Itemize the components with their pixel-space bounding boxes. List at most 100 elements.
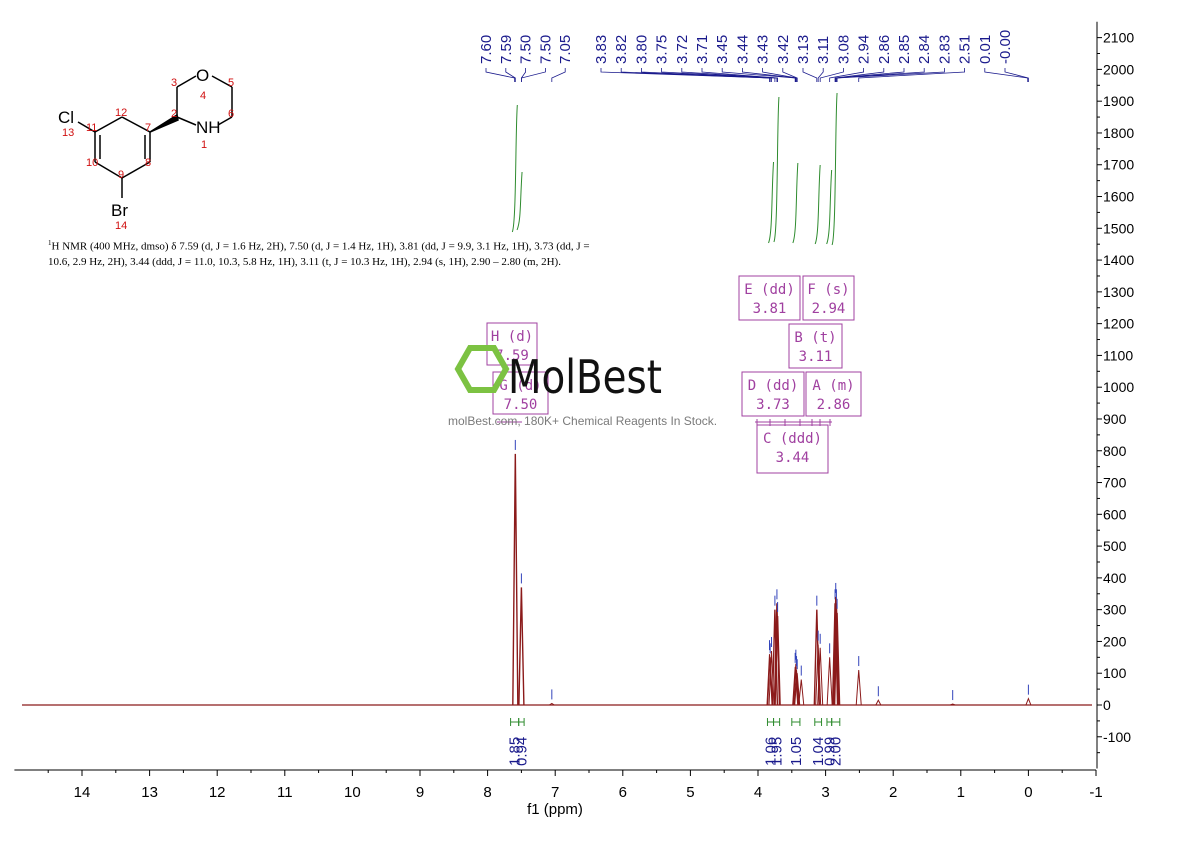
integral-curve <box>792 162 799 244</box>
y-tick-label: 500 <box>1103 538 1127 554</box>
peak-label-leader <box>521 68 546 82</box>
atom-number: 4 <box>200 90 206 102</box>
y-tick-label: 300 <box>1103 602 1127 618</box>
multiplet-box <box>738 275 801 321</box>
atom-number: 9 <box>118 169 124 181</box>
spectrum <box>22 439 1092 706</box>
atom-number: 6 <box>228 108 234 120</box>
peak-label: 3.08 <box>835 35 852 64</box>
integral-value: 1.06 <box>763 737 780 766</box>
wedge-bond <box>149 113 179 133</box>
integral-value: 0.99 <box>821 737 838 766</box>
atom-number: 5 <box>228 77 234 89</box>
peak <box>766 654 773 706</box>
peak <box>817 647 824 706</box>
peak <box>1025 697 1032 706</box>
peak-label-leader <box>782 68 798 82</box>
y-tick-label: 900 <box>1103 411 1127 427</box>
peak-label-leader <box>802 68 818 82</box>
peak-label-leader <box>551 68 566 82</box>
description-text: H NMR (400 MHz, dmso) δ 7.59 (d, J = 1.6… <box>48 240 590 268</box>
multiplet-shift: 3.81 <box>753 301 787 317</box>
peak-label: 3.80 <box>633 35 650 64</box>
multiplet-label: B (t) <box>794 330 836 346</box>
x-tick-label: 12 <box>209 784 226 801</box>
multiplet-shift: 3.11 <box>799 349 833 365</box>
atom-O: O <box>196 66 209 85</box>
peak-labels: 7.60 7.59 7.50 7.50 7.05 3.83 3.82 3.80 3.75 3.72… <box>478 30 1029 82</box>
peak-label-leader <box>661 68 776 82</box>
peak-label: 7.59 <box>498 35 515 64</box>
peak-label: 2.83 <box>936 35 953 64</box>
peak-label: 2.51 <box>957 35 974 64</box>
peak-label-leader <box>762 68 797 82</box>
integral-curve <box>768 161 775 244</box>
peak <box>792 663 799 706</box>
peak-label: 3.45 <box>714 35 731 64</box>
y-tick-label: 1600 <box>1103 189 1134 205</box>
y-tick-label: 1100 <box>1103 347 1133 363</box>
x-tick-label: 9 <box>416 784 424 801</box>
peak-label-leader <box>836 68 945 82</box>
peak <box>518 587 525 706</box>
multiplet-shift: 3.73 <box>756 397 790 413</box>
multiplet-shift: 2.86 <box>817 397 851 413</box>
multiplet-shift: 3.44 <box>776 450 810 466</box>
peak-label: 7.60 <box>478 35 495 64</box>
multiplet-label: G (d) <box>499 378 541 394</box>
peak-label: 3.72 <box>674 35 691 64</box>
atom-NH: NH <box>196 118 221 137</box>
atom-number: 11 <box>86 122 97 134</box>
peak-label: 0.01 <box>977 35 994 64</box>
peak-label: 2.85 <box>896 35 913 64</box>
multiplet-boxes: H (d)7.59G (d)7.50E (dd)3.81F (s)2.94B (… <box>486 275 862 474</box>
chemical-structure <box>77 75 233 198</box>
bond <box>77 121 96 133</box>
atom-number: 14 <box>115 220 127 232</box>
peak-label: 2.86 <box>876 35 893 64</box>
integrals: 1.850.94 1.061.95 1.05 1.040.992.00 <box>507 92 845 766</box>
atom-number: 13 <box>62 127 74 139</box>
multiplet-label: C (ddd) <box>763 431 822 447</box>
bond <box>94 161 123 179</box>
bond <box>176 75 197 88</box>
peak-label: 2.84 <box>916 35 933 64</box>
x-tick-label: 13 <box>141 784 158 801</box>
peak-label-leader <box>836 68 925 82</box>
peak-label-leader <box>834 68 885 82</box>
y-tick-label: 1500 <box>1103 220 1134 236</box>
bond <box>121 116 151 133</box>
x-tick-label: 8 <box>483 784 491 801</box>
peak-label: 3.75 <box>654 35 671 64</box>
x-tick-label: 2 <box>889 784 897 801</box>
atom-Br: Br <box>111 201 128 220</box>
x-tick-label: 11 <box>277 784 293 801</box>
atom-number: 1 <box>201 139 207 151</box>
peak <box>855 670 862 706</box>
y-tick-label: 100 <box>1103 665 1127 681</box>
peak-label-leader <box>521 68 526 82</box>
peak <box>512 453 519 706</box>
multiplet-label: F (s) <box>807 282 849 298</box>
peak-label-leader <box>817 68 824 82</box>
peak-label: 2.94 <box>856 35 873 64</box>
peak <box>813 609 821 706</box>
peak <box>815 644 822 706</box>
peak-label-leader <box>858 68 965 82</box>
peak-label: 7.05 <box>557 35 574 64</box>
multiplet-shift: 7.50 <box>504 397 538 413</box>
multiplet-box <box>741 371 805 417</box>
peak <box>549 702 555 706</box>
peak-label: 3.82 <box>613 35 630 64</box>
peak-label-leader <box>620 68 771 82</box>
peak-label: 3.43 <box>755 35 772 64</box>
peak-label-leader <box>1004 68 1029 82</box>
y-tick-label: 1700 <box>1103 157 1134 173</box>
peak-label: 7.50 <box>537 35 554 64</box>
peak-label-leader <box>835 68 905 82</box>
description-superscript: 1 <box>48 239 52 247</box>
y-tick-label: 600 <box>1103 506 1127 522</box>
multiplet-label: H (d) <box>491 329 533 345</box>
multiplet-box <box>805 371 862 417</box>
y-tick-label: 400 <box>1103 570 1127 586</box>
